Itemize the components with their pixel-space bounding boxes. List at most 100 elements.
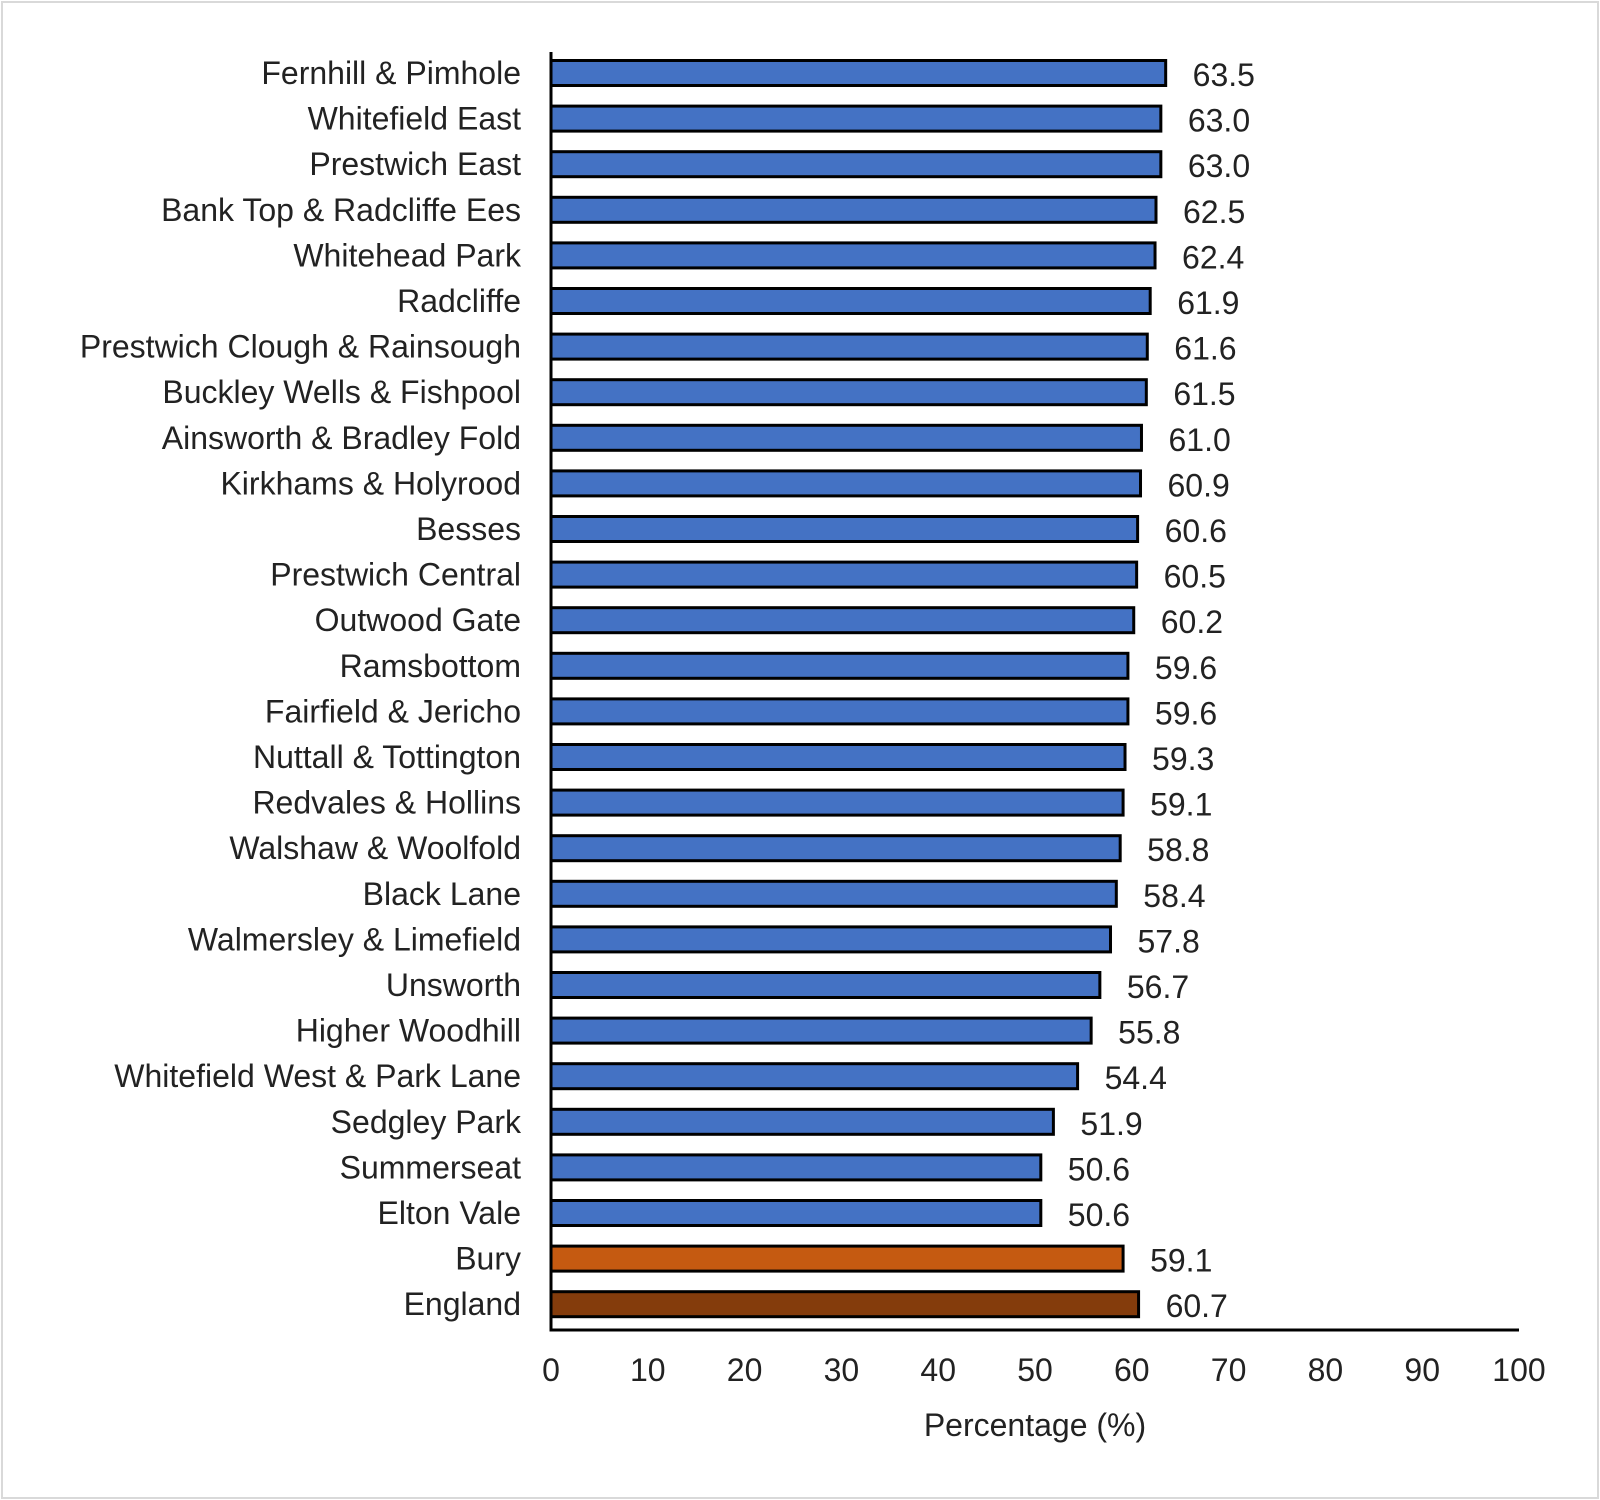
category-label: Fernhill & Pimhole [261,55,521,91]
data-label: 62.4 [1182,239,1244,275]
bar [549,560,1139,589]
category-label: Sedgley Park [331,1104,522,1140]
category-label: Elton Vale [378,1195,522,1231]
category-label: England [404,1286,521,1322]
category-label: Redvales & Hollins [252,785,521,821]
bar [549,195,1158,224]
x-tick-label: 70 [1211,1352,1247,1388]
bar [549,1290,1141,1319]
value-labels: 63.5 63.0 63.0 62.5 62.4 61.9 61.6 61.5 61.0 60.9… [1068,57,1255,1324]
x-tick-label: 0 [542,1352,560,1388]
data-label: 50.6 [1068,1197,1130,1233]
x-tick-label: 90 [1404,1352,1440,1388]
category-label: Prestwich Central [270,557,521,593]
category-label: Bank Top & Radcliffe Ees [161,192,521,228]
bar [549,879,1118,908]
bar [549,971,1102,999]
bar [549,515,1140,543]
data-label: 51.9 [1080,1106,1142,1142]
bar [549,606,1136,635]
data-label: 59.6 [1155,695,1217,731]
x-axis-title: Percentage (%) [924,1407,1146,1443]
x-tick-label: 80 [1308,1352,1344,1388]
category-label: Nuttall & Tottington [253,739,521,775]
category-label: Prestwich Clough & Rainsough [80,329,521,365]
bar [549,1016,1093,1045]
data-label: 56.7 [1127,969,1189,1005]
data-label: 61.0 [1168,422,1230,458]
bar [549,378,1148,407]
axes: 0 10 20 30 40 50 60 70 80 90 100 [542,52,1546,1388]
category-label: Kirkhams & Holyrood [220,465,521,501]
category-label: Besses [416,511,521,547]
category-label: Whitefield East [308,101,522,137]
data-label: 59.6 [1155,650,1217,686]
data-label: 60.6 [1165,513,1227,549]
category-labels: Fernhill & Pimhole Whitefield East Prestwi… [80,55,522,1322]
category-label: Ainsworth & Bradley Fold [162,420,521,456]
bar [549,1244,1125,1273]
bar [549,1062,1080,1091]
category-label: Radcliffe [397,283,521,319]
category-label: Higher Woodhill [296,1013,521,1049]
data-label: 61.6 [1174,331,1236,367]
category-label: Summerseat [340,1149,522,1185]
data-label: 55.8 [1118,1015,1180,1051]
category-label: Walmersley & Limefield [188,921,521,957]
x-tick-label: 50 [1017,1352,1053,1388]
bar [549,241,1157,270]
bar [549,150,1163,179]
data-label: 63.0 [1188,103,1250,139]
data-label: 59.1 [1150,1243,1212,1279]
category-label: Walshaw & Woolfold [229,830,521,866]
data-label: 63.0 [1188,148,1250,184]
data-label: 60.5 [1164,559,1226,595]
data-label: 50.6 [1068,1151,1130,1187]
bar [549,59,1168,87]
category-label: Outwood Gate [315,602,521,638]
category-label: Buckley Wells & Fishpool [162,374,521,410]
category-label: Black Lane [363,876,521,912]
bar [549,332,1149,361]
data-label: 63.5 [1193,57,1255,93]
data-label: 62.5 [1183,194,1245,230]
bar [549,104,1163,133]
bar [549,697,1130,726]
category-label: Prestwich East [309,146,521,182]
bar [549,834,1122,863]
x-tick-label: 100 [1492,1352,1545,1388]
bar [549,788,1125,817]
data-label: 59.3 [1152,741,1214,777]
data-label: 59.1 [1150,787,1212,823]
data-label: 57.8 [1138,923,1200,959]
data-label: 60.2 [1161,604,1223,640]
bar [549,469,1143,498]
category-label: Bury [455,1241,521,1277]
x-tick-label: 60 [1114,1352,1150,1388]
category-label: Fairfield & Jericho [265,693,521,729]
data-label: 60.9 [1168,467,1230,503]
data-label: 58.8 [1147,832,1209,868]
bar [549,287,1152,315]
x-tick-label: 20 [727,1352,763,1388]
x-tick-label: 30 [824,1352,860,1388]
bar [549,423,1143,452]
data-label: 61.5 [1173,376,1235,412]
bar [549,1199,1043,1227]
bar [549,925,1113,954]
bars-layer [549,59,1168,1319]
bar [549,743,1127,771]
bar [549,1153,1043,1182]
data-label: 60.7 [1166,1288,1228,1324]
category-label: Ramsbottom [340,648,521,684]
bar [549,1107,1055,1136]
category-label: Unsworth [386,967,521,1003]
data-label: 58.4 [1143,878,1205,914]
data-label: 54.4 [1105,1060,1167,1096]
category-label: Whitehead Park [293,237,522,273]
x-tick-label: 10 [630,1352,666,1388]
category-label: Whitefield West & Park Lane [114,1058,521,1094]
data-label: 61.9 [1177,285,1239,321]
bar [549,651,1130,680]
